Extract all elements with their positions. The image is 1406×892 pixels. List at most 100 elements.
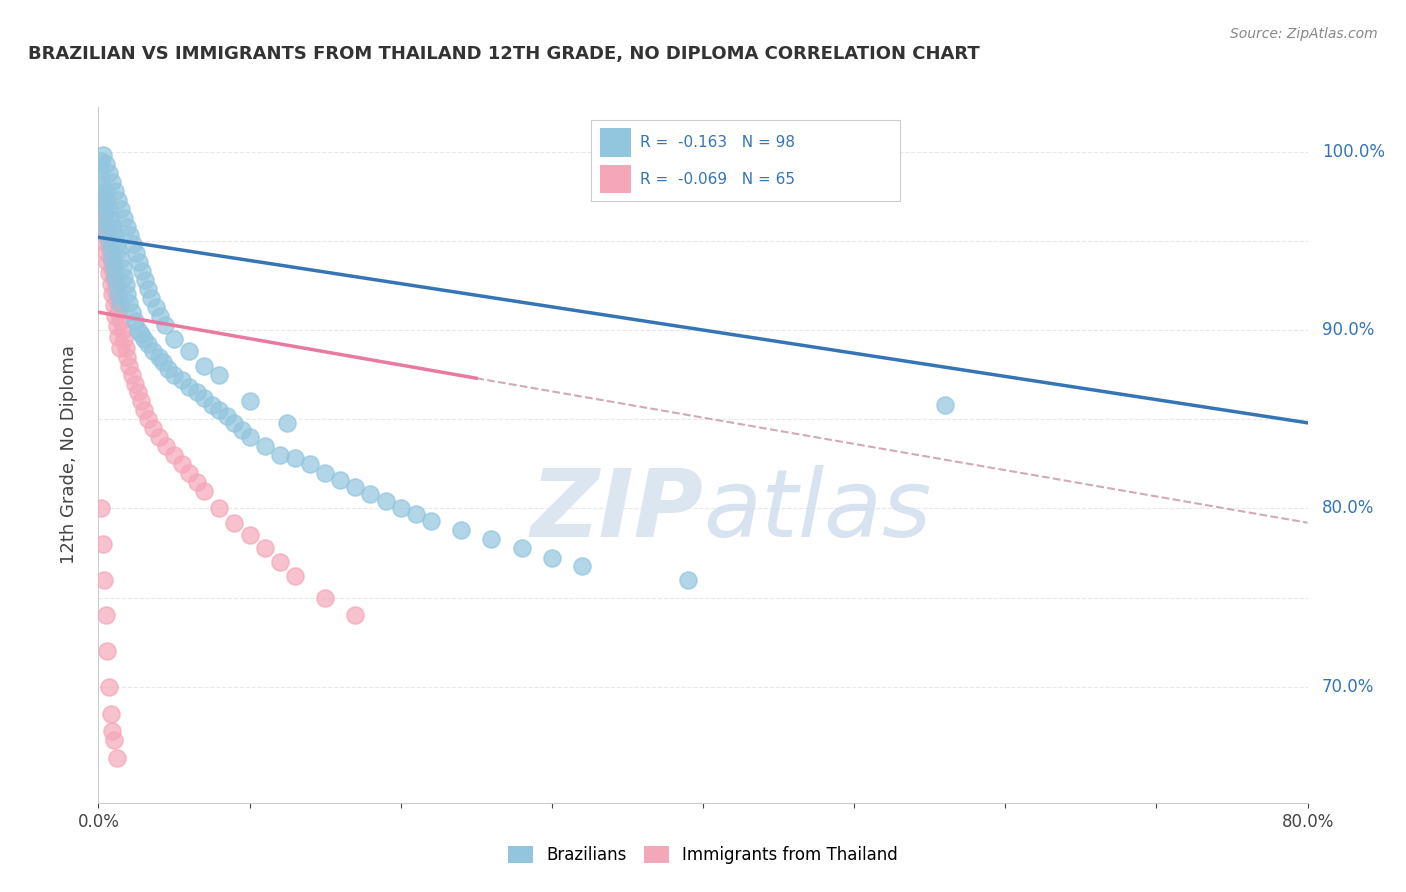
Point [284, 569, 307, 583]
Point [145, 300, 167, 314]
Point [118, 296, 141, 310]
Text: 90.0%: 90.0% [1322, 321, 1375, 339]
Point [93, 207, 115, 221]
Point [179, 380, 201, 394]
Point [93, 573, 115, 587]
Point [98, 266, 121, 280]
Point [105, 319, 128, 334]
Point [253, 439, 276, 453]
Point [131, 264, 153, 278]
Point [148, 430, 170, 444]
Point [100, 212, 122, 227]
Point [134, 273, 156, 287]
Point [101, 262, 124, 277]
Point [124, 376, 146, 391]
Point [208, 501, 231, 516]
Point [103, 225, 125, 239]
Point [149, 309, 172, 323]
Point [104, 230, 127, 244]
Point [96, 255, 118, 269]
Point [94, 219, 117, 234]
Point [114, 341, 136, 355]
Point [148, 350, 170, 364]
Point [136, 282, 159, 296]
Point [101, 175, 124, 189]
Point [96, 644, 118, 658]
Point [105, 294, 128, 309]
Point [103, 260, 125, 275]
Point [121, 305, 143, 319]
Point [193, 391, 215, 405]
Point [201, 398, 224, 412]
Point [132, 403, 155, 417]
Point [104, 309, 127, 323]
Point [136, 337, 159, 351]
Point [156, 362, 179, 376]
Point [100, 252, 122, 266]
Point [208, 368, 231, 382]
Point [163, 332, 186, 346]
Point [108, 341, 131, 355]
Point [276, 416, 298, 430]
Point [481, 532, 503, 546]
Point [104, 184, 127, 198]
Point [299, 457, 322, 471]
Point [101, 252, 124, 266]
Text: R =  -0.069   N = 65: R = -0.069 N = 65 [640, 171, 794, 186]
Point [94, 216, 117, 230]
Y-axis label: 12th Grade, No Diploma: 12th Grade, No Diploma [59, 345, 77, 565]
Point [118, 359, 141, 373]
Text: BRAZILIAN VS IMMIGRANTS FROM THAILAND 12TH GRADE, NO DIPLOMA CORRELATION CHART: BRAZILIAN VS IMMIGRANTS FROM THAILAND 12… [28, 45, 980, 62]
Point [231, 423, 253, 437]
Point [239, 430, 262, 444]
Point [89, 202, 111, 216]
Point [107, 193, 129, 207]
Point [90, 153, 112, 168]
Point [91, 537, 114, 551]
Point [127, 385, 149, 400]
Point [224, 516, 246, 530]
Point [111, 260, 134, 275]
Point [98, 202, 121, 216]
Point [107, 305, 129, 319]
Point [105, 278, 128, 293]
Point [186, 385, 208, 400]
Point [224, 416, 246, 430]
Point [142, 344, 165, 359]
Point [314, 466, 336, 480]
Point [91, 180, 114, 194]
Point [104, 284, 127, 298]
Point [136, 412, 159, 426]
Point [94, 184, 117, 198]
Point [98, 680, 121, 694]
Point [450, 523, 472, 537]
Point [94, 608, 117, 623]
Point [142, 421, 165, 435]
Point [112, 332, 135, 346]
Point [152, 355, 174, 369]
Text: 100.0%: 100.0% [1322, 143, 1385, 161]
Point [186, 475, 208, 489]
Point [103, 273, 125, 287]
Point [93, 207, 115, 221]
Point [108, 296, 131, 310]
Point [110, 252, 132, 266]
Legend: Brazilians, Immigrants from Thailand: Brazilians, Immigrants from Thailand [509, 846, 897, 864]
Point [420, 514, 443, 528]
Point [120, 228, 142, 243]
Point [93, 234, 115, 248]
Point [98, 234, 121, 248]
Point [98, 241, 121, 255]
Point [128, 255, 150, 269]
Point [208, 403, 231, 417]
Point [510, 541, 533, 555]
Point [89, 162, 111, 177]
Point [284, 451, 307, 466]
Point [122, 237, 145, 252]
Point [163, 368, 186, 382]
Point [125, 246, 148, 260]
Point [127, 323, 149, 337]
Point [269, 448, 291, 462]
Point [96, 225, 118, 239]
Point [100, 243, 122, 257]
